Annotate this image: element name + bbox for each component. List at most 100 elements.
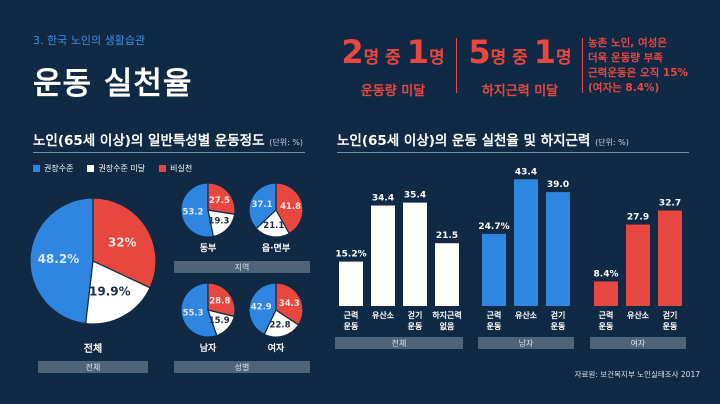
- pie-slice: [248, 182, 277, 230]
- bar: [594, 281, 618, 306]
- legend-swatch: [159, 165, 167, 172]
- bar-value-label: 32.7: [659, 199, 681, 209]
- pie-value-label: 32%: [108, 236, 137, 250]
- legend-label: 권장수준 미달: [98, 164, 146, 173]
- stat-leg-strength-shortfall: 5명 중 1명 하지근력 미달: [459, 34, 581, 99]
- legend-item: 권장수준: [33, 163, 73, 174]
- pie-value-label: 41.8: [280, 202, 301, 212]
- bar: [403, 202, 427, 306]
- bar-category-label: 걷기: [551, 310, 566, 320]
- bar-category-label: 운동: [487, 321, 502, 331]
- bar-value-label: 34.4: [372, 194, 394, 204]
- bar-category-label: 하지근력: [432, 310, 461, 320]
- legend-item: 비실천: [159, 163, 192, 174]
- pie-value-label: 37.1: [252, 200, 273, 210]
- legend-swatch: [87, 165, 95, 172]
- bar-group-tag-label: 남자: [519, 339, 534, 348]
- pie-slice: [85, 260, 151, 325]
- right-panel-rule: [337, 152, 689, 153]
- stat-exercise-shortfall: 2명 중 1명 운동량 미달: [334, 34, 452, 99]
- pie-legend: 권장수준 권장수준 미달 비실천: [33, 163, 192, 174]
- bar-category-label: 운동: [599, 321, 614, 331]
- left-panel-rule: [33, 152, 305, 153]
- bar-category-label: 운동: [408, 321, 423, 331]
- group-tag-label: 지역: [235, 262, 250, 272]
- pie-value-label: 28.8: [209, 297, 230, 307]
- bar-group-tag: [335, 337, 463, 349]
- bar-value-label: 39.0: [547, 180, 569, 190]
- right-panel-title: 노인(65세 이상)의 운동 실천율 및 하지근력 (단위: %): [337, 129, 629, 149]
- note-line: 농촌 노인, 여성은: [588, 37, 667, 49]
- bar: [658, 210, 682, 306]
- group-tag: [38, 361, 148, 373]
- bar-category-label: 유산소: [627, 310, 650, 320]
- pie-slice: [263, 309, 300, 338]
- pie-value-label: 53.2: [182, 207, 203, 217]
- bar-value-label: 27.9: [627, 213, 649, 223]
- pie-slice: [248, 282, 277, 336]
- group-tag-label: 성별: [235, 362, 250, 372]
- highlight-note: 농촌 노인, 여성은 더욱 운동량 부족 근력운동은 오직 15% (여자는 8…: [588, 36, 688, 96]
- right-panel-unit: (단위: %): [595, 138, 629, 147]
- bar-group-tag-label: 여자: [631, 338, 646, 348]
- bar: [482, 233, 506, 306]
- note-line: (여자는 8.4%): [588, 82, 660, 94]
- pie-value-label: 19.9%: [89, 284, 131, 298]
- pie-value-label: 48.2%: [38, 252, 80, 266]
- stat-num-b: 1: [406, 33, 429, 71]
- bar-category-label: 운동: [344, 321, 359, 331]
- pie-value-label: 19.3: [208, 216, 229, 226]
- stat-unit-b: 명: [429, 48, 445, 68]
- bar: [626, 224, 650, 306]
- pie-slice: [255, 209, 291, 238]
- bar-value-label: 24.7%: [478, 222, 509, 232]
- bar-category-label: 유산소: [372, 310, 395, 320]
- stat-label: 하지근력 미달: [481, 84, 559, 99]
- group-tag: [174, 361, 310, 373]
- pie-value-label: 55.3: [183, 308, 204, 318]
- bar-category-label: 걷기: [663, 310, 678, 320]
- bar-group-tag: [478, 337, 574, 349]
- pie-slice: [275, 282, 304, 326]
- pie-slice: [180, 182, 215, 238]
- bar-category-label: 걷기: [408, 310, 423, 320]
- pie-slice: [207, 282, 236, 318]
- bar: [435, 243, 459, 306]
- bar-category-label: 근력: [344, 310, 359, 320]
- pie-category-label: 남자: [200, 342, 217, 354]
- legend-swatch: [33, 165, 40, 172]
- bar: [339, 261, 363, 306]
- pie-category-label: 읍·면부: [262, 242, 290, 254]
- pie-value-label: 21.1: [263, 221, 284, 231]
- stat-ratio: 5명 중 1명: [459, 34, 581, 76]
- bar-group-tag: [590, 337, 686, 349]
- pie-value-label: 15.9: [209, 316, 230, 326]
- pie-slice: [275, 182, 304, 235]
- left-panel-unit: (단위: %): [269, 138, 304, 147]
- bar: [546, 192, 570, 306]
- stat-num-b: 1: [533, 33, 556, 71]
- bar-value-label: 15.2%: [335, 250, 366, 260]
- source-note: 자료원: 보건복지부 노인실태조사 2017: [574, 370, 700, 379]
- group-tag: [174, 261, 310, 273]
- pie-value-label: 27.5: [209, 196, 230, 206]
- stat-unit-a: 명: [363, 48, 380, 68]
- pie-value-label: 42.9: [251, 303, 272, 313]
- stat-unit-b: 명: [556, 48, 572, 68]
- stat-unit-a: 명: [490, 48, 507, 68]
- bar-value-label: 21.5: [436, 231, 458, 241]
- legend-label: 권장수준: [44, 164, 74, 173]
- pie-category-label: 전체: [84, 342, 102, 355]
- bar-category-label: 운동: [663, 321, 678, 331]
- stat-ratio: 2명 중 1명: [334, 34, 452, 76]
- pie-slice: [92, 197, 157, 289]
- stat-num-a: 5: [468, 33, 491, 71]
- bar-value-label: 35.4: [404, 191, 426, 201]
- bar-category-label: 근력: [599, 310, 614, 320]
- pie-category-label: 동부: [200, 243, 217, 254]
- pie-value-label: 22.8: [270, 321, 291, 331]
- group-tag-label: 전체: [86, 362, 101, 372]
- stat-mid: 중: [379, 48, 407, 68]
- note-line: 근력운동은 오직 15%: [588, 67, 689, 79]
